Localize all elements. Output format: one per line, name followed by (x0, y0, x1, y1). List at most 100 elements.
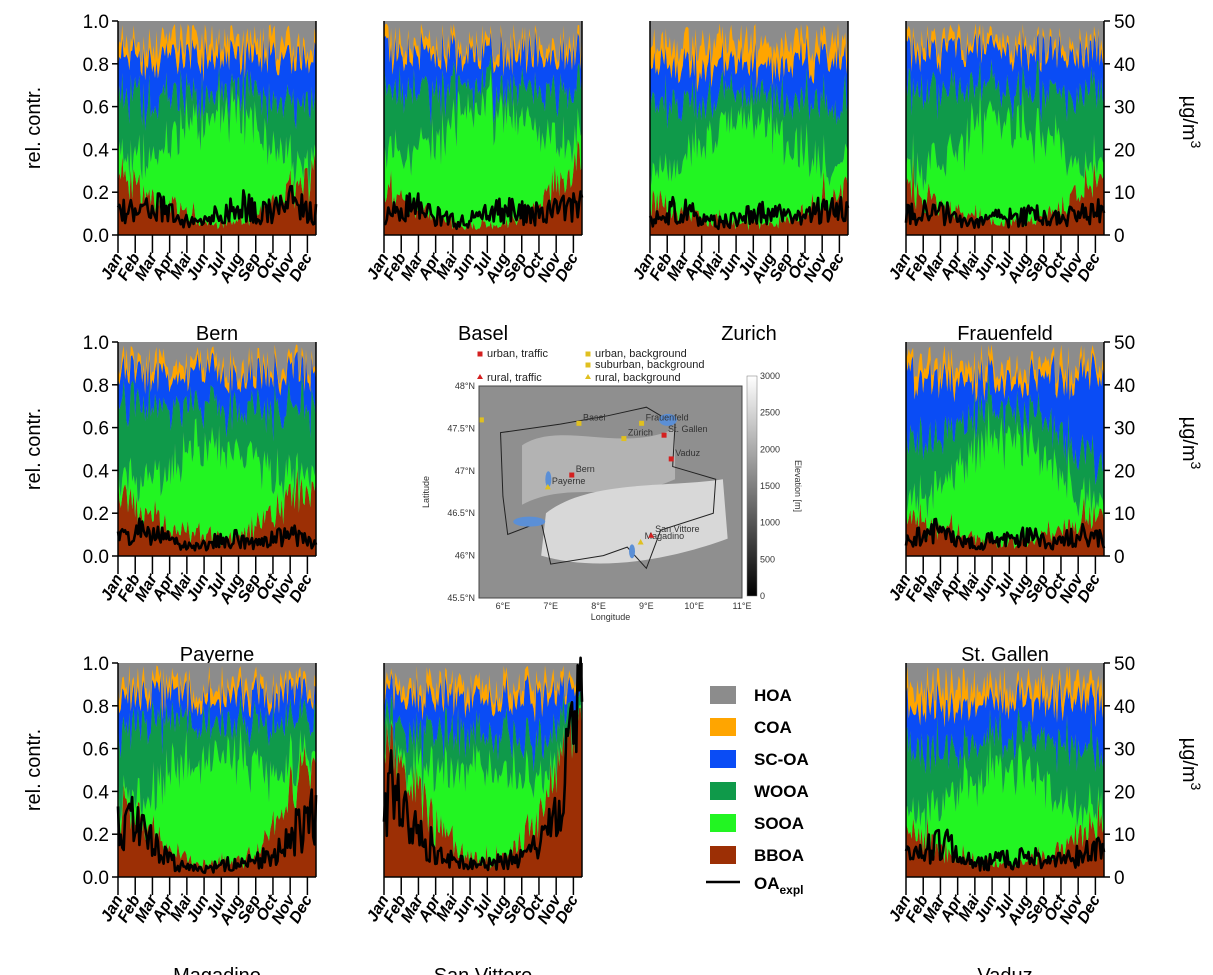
area-sc-oa (118, 351, 316, 442)
site-label-z-rich: Zürich (628, 428, 653, 438)
left-tick-label: 0.6 (83, 419, 109, 440)
map-legend-marker (585, 351, 591, 357)
right-tick-label: 30 (1114, 419, 1135, 440)
right-tick-label: 20 (1114, 461, 1135, 482)
right-axis-row-0: 0 10 20 30 40 50 µg/m3 (1104, 12, 1204, 247)
map-legend-label: rural, traffic (487, 372, 542, 384)
area-coa (650, 23, 848, 93)
panel-zurich: JanFebMarAprMaiJunJulAugSepOctNovDecZuri… (630, 21, 850, 345)
left-axis-title: rel. contr. (23, 87, 45, 169)
area-wooa (118, 375, 316, 503)
legend-swatch-bboa (710, 846, 736, 864)
legend-swatch-hoa (710, 686, 736, 704)
left-axis-title: rel. contr. (23, 408, 45, 490)
station-label: Bern (196, 323, 238, 345)
lat-tick-label: 48°N (455, 381, 475, 391)
area-coa (384, 23, 582, 77)
panels-layer: JanFebMarAprMaiJunJulAugSepOctNovDecBern… (98, 21, 1106, 975)
legend-label-hoa: HOA (754, 686, 792, 705)
site-marker (637, 539, 644, 545)
right-tick-label: 10 (1114, 504, 1135, 525)
left-tick-label: 0.0 (83, 868, 109, 889)
area-sc-oa (650, 36, 848, 130)
right-tick-label: 50 (1114, 12, 1135, 33)
lake-neuchatel (545, 471, 552, 488)
area-sc-oa (118, 35, 316, 131)
area-sc-oa (384, 673, 582, 772)
station-label: Frauenfeld (957, 323, 1053, 345)
left-tick-label: 1.0 (83, 12, 109, 33)
right-axis-title: µg/m3 (1178, 738, 1204, 791)
area-coa (906, 344, 1104, 403)
left-tick-label: 0.0 (83, 547, 109, 568)
map-legend-marker (477, 351, 483, 357)
area-bboa (118, 745, 316, 877)
panel-st-gallen: JanFebMarAprMaiJunJulAugSepOctNovDecSt. … (886, 342, 1106, 666)
colorbar-tick-label: 2000 (760, 444, 780, 454)
legend-label-sooa: SOOA (754, 814, 804, 833)
legend: HOA COA SC-OA WOOA SOOA BBOA OAexpl (706, 686, 809, 897)
panel-frauenfeld: JanFebMarAprMaiJunJulAugSepOctNovDecFrau… (886, 21, 1106, 345)
left-axis-row-2: 0.0 0.2 0.4 0.6 0.8 1.0 rel. contr. (23, 654, 118, 889)
lat-tick-label: 46.5°N (447, 508, 475, 518)
map-ylabel: Latitude (421, 476, 431, 508)
station-label: Zurich (721, 323, 777, 345)
area-sooa (118, 79, 316, 230)
area-coa (906, 665, 1104, 728)
area-sc-oa (906, 31, 1104, 123)
station-label: Magadino (173, 965, 261, 975)
map-legend-label: suburban, background (595, 359, 704, 371)
area-sooa (906, 402, 1104, 549)
left-tick-label: 0.4 (83, 140, 110, 161)
station-label: Vaduz (977, 965, 1032, 975)
site-label-payerne: Payerne (552, 476, 586, 486)
site-marker (661, 432, 667, 438)
area-wooa (384, 690, 582, 799)
lon-tick-label: 11°E (733, 601, 752, 611)
map-xlabel: Longitude (591, 612, 631, 622)
right-tick-label: 40 (1114, 376, 1135, 397)
area-sc-oa (906, 678, 1104, 775)
oa-expl-line (116, 517, 318, 552)
site-marker (639, 420, 645, 426)
station-label: Payerne (180, 644, 255, 666)
area-sooa (118, 418, 316, 547)
colorbar-tick-label: 1000 (760, 518, 780, 528)
lat-tick-label: 45.5°N (447, 593, 475, 603)
legend-label-sc-oa: SC-OA (754, 750, 809, 769)
area-sooa (906, 737, 1104, 869)
area-wooa (384, 54, 582, 176)
map-frame (478, 385, 743, 599)
site-marker (621, 436, 627, 442)
oa-expl-line (648, 195, 850, 231)
area-wooa (906, 59, 1104, 192)
right-tick-label: 50 (1114, 333, 1135, 354)
site-marker (478, 417, 484, 423)
oa-expl-line (382, 656, 584, 872)
panel-payerne: JanFebMarAprMaiJunJulAugSepOctNovDecPaye… (98, 342, 318, 666)
plateau-region (522, 428, 676, 505)
lat-tick-label: 47.5°N (447, 423, 475, 433)
right-axis-row-2: 0 10 20 30 40 50 µg/m3 (1104, 654, 1204, 889)
left-tick-label: 0.8 (83, 376, 109, 397)
right-axis-title: µg/m3 (1178, 96, 1204, 149)
panel-basel: JanFebMarAprMaiJunJulAugSepOctNovDecBase… (364, 21, 584, 345)
oa-expl-line (116, 788, 318, 874)
area-sc-oa (118, 675, 316, 759)
left-tick-label: 0.6 (83, 98, 109, 119)
area-wooa (906, 374, 1104, 519)
left-tick-label: 0.4 (83, 782, 110, 803)
oa-expl-line (904, 517, 1106, 551)
elevation-colorbar (746, 375, 758, 597)
map-legend-marker (477, 374, 483, 379)
left-tick-label: 0.8 (83, 697, 109, 718)
area-wooa (650, 67, 848, 187)
site-marker (668, 456, 674, 462)
lon-tick-label: 9°E (639, 601, 654, 611)
site-label-magadino: Magadino (645, 531, 685, 541)
lake-constance (658, 413, 677, 426)
right-tick-label: 0 (1114, 868, 1125, 889)
panel-magadino: JanFebMarAprMaiJunJulAugSepOctNovDecMaga… (98, 663, 318, 975)
right-axis-title: µg/m3 (1178, 417, 1204, 470)
